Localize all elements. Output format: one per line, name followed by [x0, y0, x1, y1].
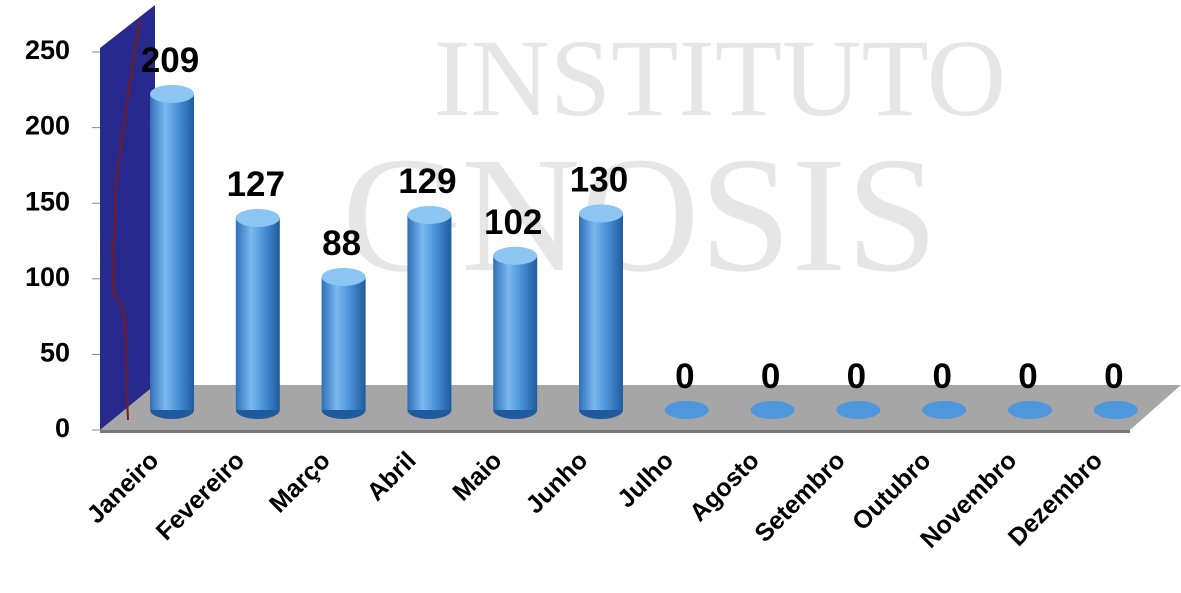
bar: [236, 218, 280, 410]
bar: [493, 256, 537, 410]
bar: [407, 215, 451, 410]
bar: [922, 401, 966, 419]
bar: [751, 401, 795, 419]
bar-top: [493, 247, 537, 265]
bar-top: [236, 209, 280, 227]
y-tick-label: 150: [25, 186, 70, 216]
x-tick-label: Março: [264, 446, 336, 518]
x-tick-label: Maio: [447, 446, 507, 506]
bar: [1094, 401, 1138, 419]
x-tick-label: Agosto: [684, 446, 765, 527]
value-label: 102: [484, 203, 542, 242]
value-label: 0: [675, 357, 694, 396]
x-tick-label: Outubro: [847, 446, 937, 536]
value-label: 0: [1018, 357, 1037, 396]
bar-top: [322, 268, 366, 286]
bar-top: [407, 206, 451, 224]
value-label: 0: [847, 357, 866, 396]
y-tick-label: 250: [25, 35, 70, 65]
x-tick-label: Janeiro: [82, 446, 165, 529]
y-tick-label: 50: [40, 338, 70, 368]
bar: [665, 401, 709, 419]
bar: [150, 94, 194, 410]
x-tick-label: Setembro: [749, 446, 850, 547]
bar-top: [150, 85, 194, 103]
x-tick-label: Julho: [612, 446, 679, 513]
value-label: 129: [398, 162, 456, 201]
y-tick-label: 200: [25, 111, 70, 141]
x-tick-label: Junho: [520, 446, 593, 519]
x-tick-label: Abril: [362, 446, 422, 506]
y-tick-label: 100: [25, 262, 70, 292]
value-label: 0: [932, 357, 951, 396]
value-label: 0: [761, 357, 780, 396]
value-label: 127: [227, 165, 285, 204]
value-label: 0: [1104, 357, 1123, 396]
bar: [1008, 401, 1052, 419]
floor-edge: [100, 430, 1130, 433]
bar: [579, 213, 623, 410]
value-label: 130: [570, 160, 628, 199]
bar: [322, 277, 366, 410]
bar-top: [579, 204, 623, 222]
chart: INSTITUTO GNOSIS 050100150200250209Janei…: [0, 0, 1181, 593]
value-label: 88: [322, 224, 361, 263]
value-label: 209: [141, 41, 199, 80]
watermark: INSTITUTO: [434, 17, 1006, 139]
x-tick-label: Fevereiro: [151, 446, 250, 545]
y-tick-label: 0: [55, 413, 70, 443]
bar: [836, 401, 880, 419]
x-tick-label: Dezembro: [1003, 446, 1108, 551]
